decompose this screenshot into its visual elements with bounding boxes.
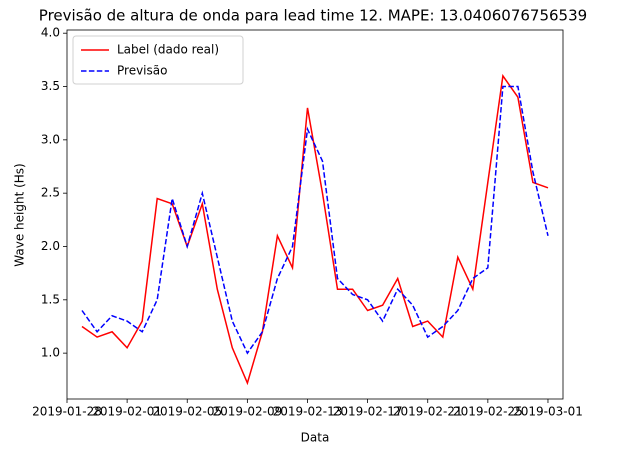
series-line	[81, 73, 549, 386]
legend-label: Previsão	[117, 64, 167, 78]
x-tick-label: 2019-02-05	[152, 405, 222, 419]
y-tick-label: 4.0	[41, 26, 60, 40]
x-tick-label: 2019-02-17	[333, 405, 403, 419]
series-line	[81, 85, 549, 355]
chart-title: Previsão de altura de onda para lead tim…	[39, 7, 587, 25]
x-tick-label: 2019-02-21	[393, 405, 463, 419]
y-tick-label: 3.0	[41, 132, 60, 146]
x-tick-label: 2019-03-01	[513, 405, 583, 419]
legend-label: Label (dado real)	[117, 43, 219, 57]
x-tick-label: 2019-02-09	[212, 405, 282, 419]
x-tick-label: 2019-02-13	[273, 405, 343, 419]
y-tick-label: 3.5	[41, 79, 60, 93]
y-axis-label: Wave height (Hs)	[13, 163, 27, 266]
x-tick-label: 2019-02-01	[92, 405, 162, 419]
y-tick-label: 2.0	[41, 239, 60, 253]
y-tick-label: 1.0	[41, 346, 60, 360]
legend-box	[72, 35, 244, 85]
x-tick-label: 2019-01-28	[32, 405, 102, 419]
y-tick-label: 2.5	[41, 186, 60, 200]
y-tick-label: 1.5	[41, 292, 60, 306]
plot-frame	[66, 29, 564, 400]
x-tick-label: 2019-02-25	[453, 405, 523, 419]
x-axis-label: Data	[301, 431, 330, 445]
